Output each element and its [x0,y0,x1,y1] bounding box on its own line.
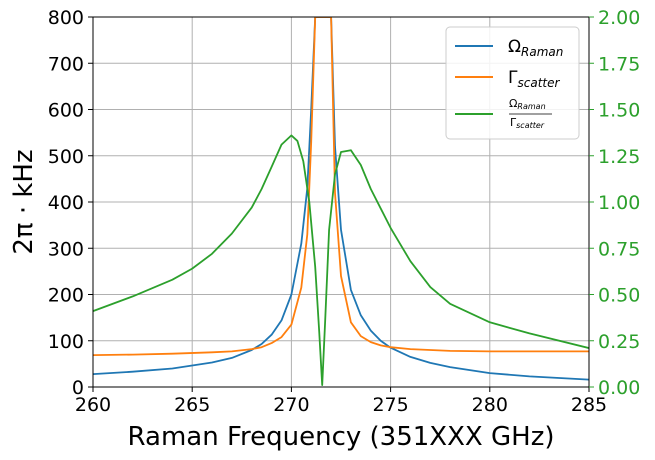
y-left-tick-label: 0 [72,377,84,399]
x-axis: 260 265 270 275 280 285 [75,387,607,416]
y-right-tick-label: 0.75 [598,238,640,260]
y-left-tick-label: 200 [48,285,84,307]
y-right-tick-label: 2.00 [598,7,640,29]
x-axis-label: Raman Frequency (351XXX GHz) [128,422,555,452]
y-left-tick-label: 600 [48,100,84,122]
y-right-tick-label: 1.75 [598,53,640,75]
x-tick-label: 285 [571,394,607,416]
legend-label-ratio-denominator: Γscatter [510,116,545,130]
legend-label-gamma-scatter: Γscatter [508,68,560,90]
x-tick-label: 275 [372,394,408,416]
x-tick-label: 260 [75,394,111,416]
y-left-tick-label: 400 [48,192,84,214]
y-left-tick-label: 700 [48,53,84,75]
y-axis-label: 2π · kHz [9,149,39,254]
legend-label-omega-raman: ΩRaman [508,37,563,59]
x-tick-label: 280 [472,394,508,416]
y-right-tick-label: 0.50 [598,285,640,307]
y-right-tick-label: 1.25 [598,146,640,168]
y-right-tick-label: 0.00 [598,377,640,399]
y-right-tick-label: 1.00 [598,192,640,214]
legend-label-ratio-numerator: ΩRaman [509,97,546,111]
series-line-2 [93,17,589,356]
legend-box [445,26,580,140]
left-y-axis: 0 100 200 300 400 500 600 700 800 [48,7,93,399]
y-left-tick-label: 100 [48,331,84,353]
series-layer [93,17,589,386]
y-right-tick-label: 0.25 [598,331,640,353]
right-y-axis: 0.00 0.25 0.50 0.75 1.00 1.25 1.50 1.75 2.00 [589,7,640,399]
y-left-tick-label: 800 [48,7,84,29]
y-left-tick-label: 500 [48,146,84,168]
x-tick-label: 270 [273,394,309,416]
x-tick-label: 265 [174,394,210,416]
legend: ΩRaman Γscatter ΩRaman Γscatter [445,26,580,140]
series-line-3 [93,134,589,386]
y-left-tick-label: 300 [48,238,84,260]
y-right-tick-label: 1.50 [598,100,640,122]
